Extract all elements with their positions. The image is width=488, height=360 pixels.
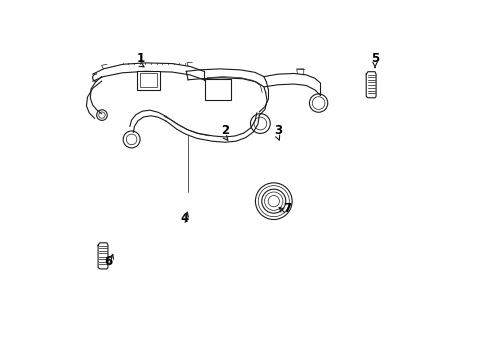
- Text: 3: 3: [273, 124, 282, 137]
- Bar: [137, 71, 160, 90]
- Text: 1: 1: [136, 52, 144, 65]
- Bar: [140, 73, 157, 87]
- Text: 2: 2: [221, 124, 229, 137]
- Text: 6: 6: [104, 255, 113, 267]
- Text: 4: 4: [180, 212, 188, 225]
- Text: 7: 7: [282, 202, 290, 215]
- Text: 5: 5: [370, 52, 378, 65]
- Bar: [204, 79, 231, 100]
